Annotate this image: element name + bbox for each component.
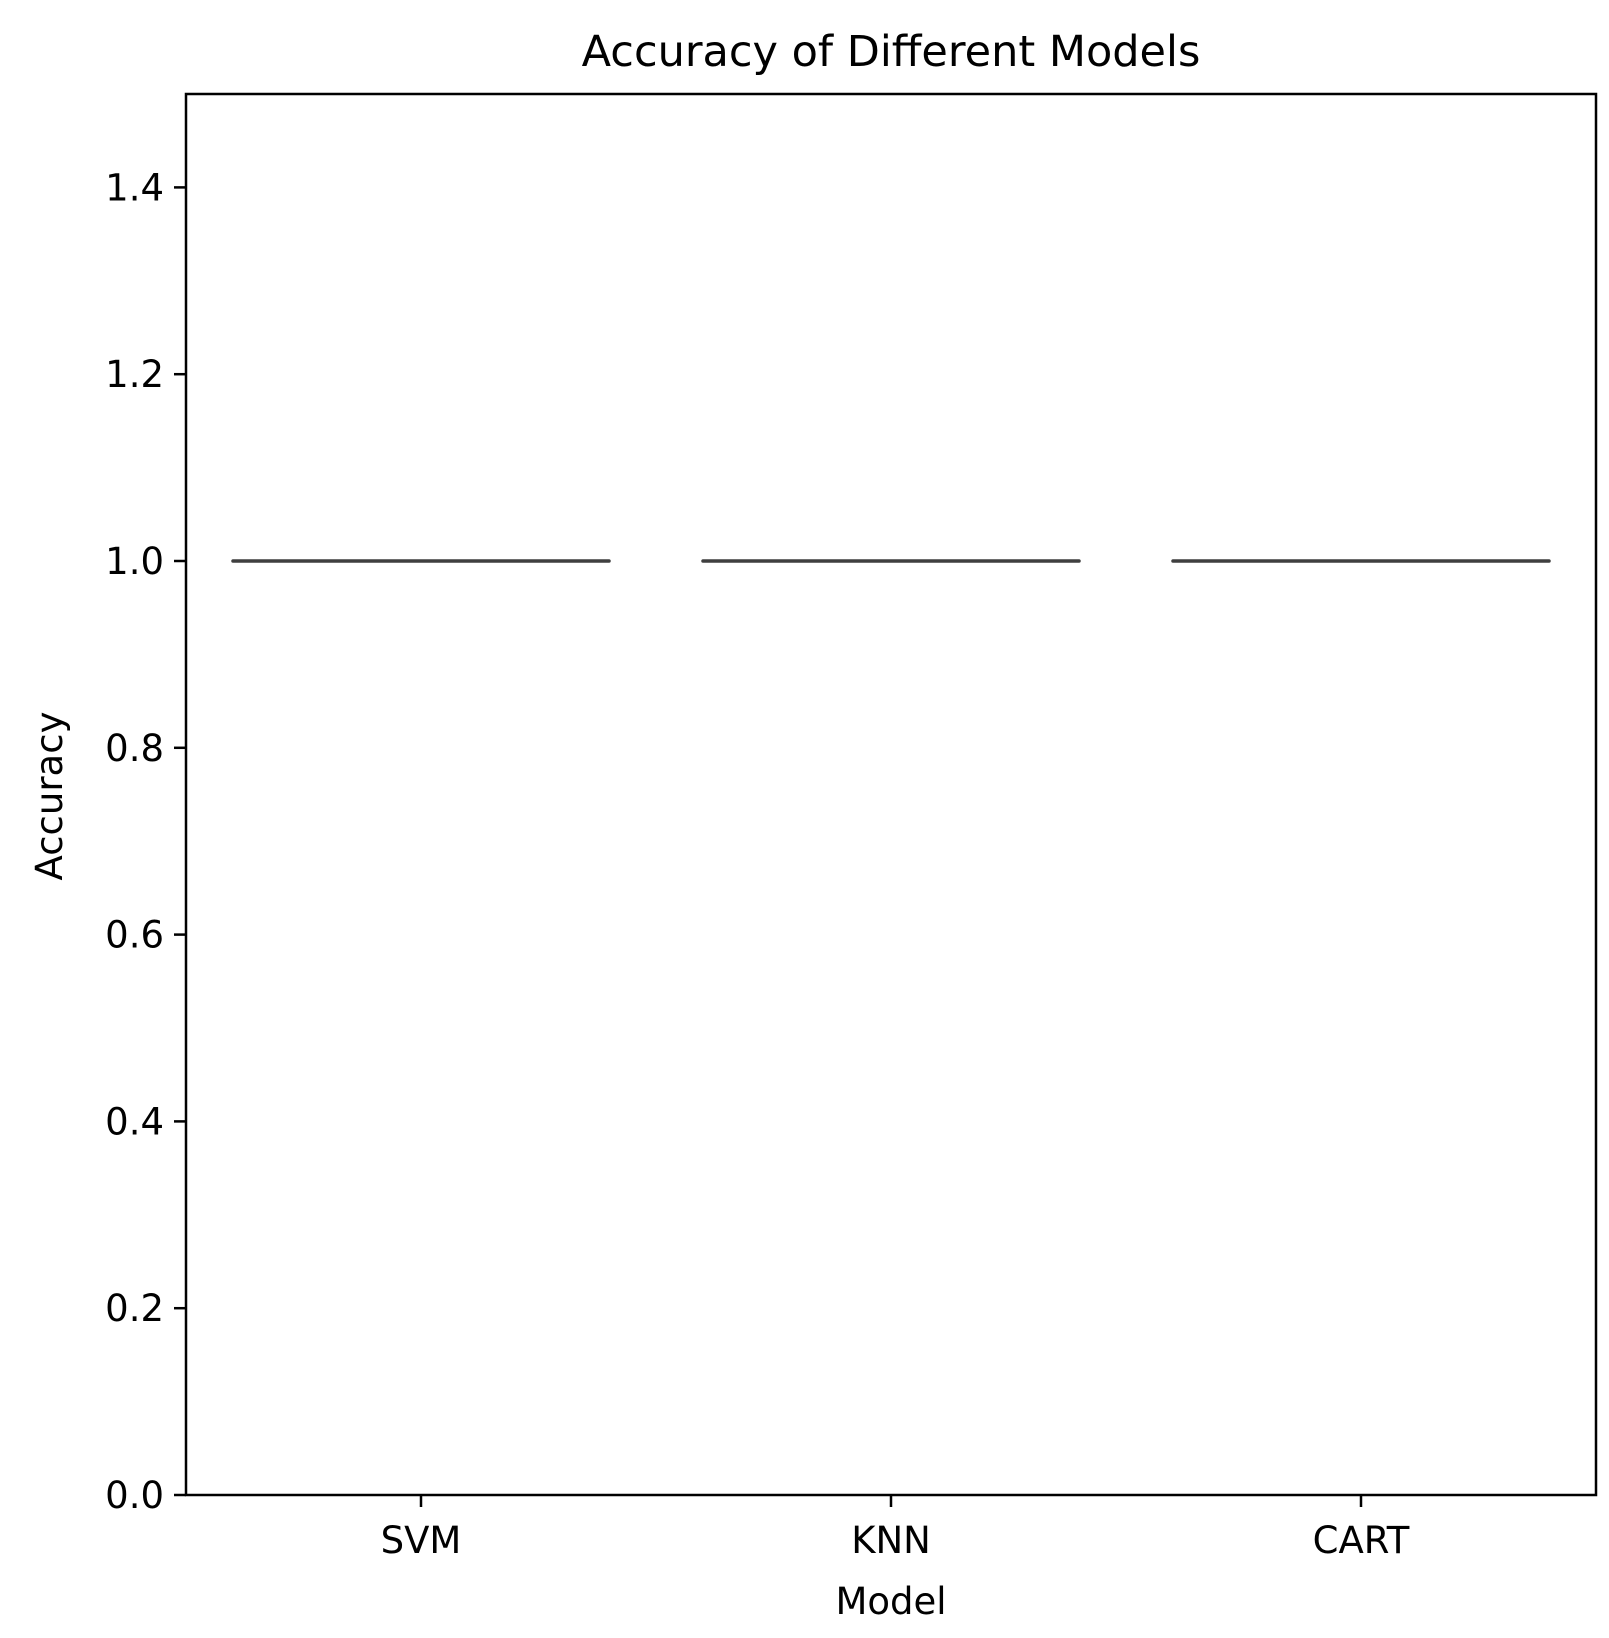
chart-title: Accuracy of Different Models [582, 27, 1201, 77]
x-axis: SVM KNN CART [381, 1495, 1410, 1562]
x-tick-label: SVM [381, 1519, 462, 1562]
plot-frame [184, 92, 1598, 1497]
y-axis: 0.0 0.2 0.4 0.6 0.8 1.0 1.2 1.4 [105, 166, 186, 1517]
y-tick-label: 0.2 [105, 1287, 164, 1330]
y-tick-label: 1.2 [105, 353, 164, 396]
y-tick-label: 0.4 [105, 1100, 164, 1143]
y-tick-label: 0.0 [105, 1474, 164, 1517]
y-axis-label: Accuracy [28, 712, 71, 881]
x-tick-label: KNN [851, 1519, 931, 1562]
x-tick-label: CART [1313, 1519, 1410, 1562]
y-tick-label: 1.0 [105, 540, 164, 583]
y-tick-label: 1.4 [105, 166, 164, 209]
y-tick-label: 0.6 [105, 914, 164, 957]
y-tick-label: 0.8 [105, 727, 164, 770]
x-axis-label: Model [835, 1580, 946, 1623]
